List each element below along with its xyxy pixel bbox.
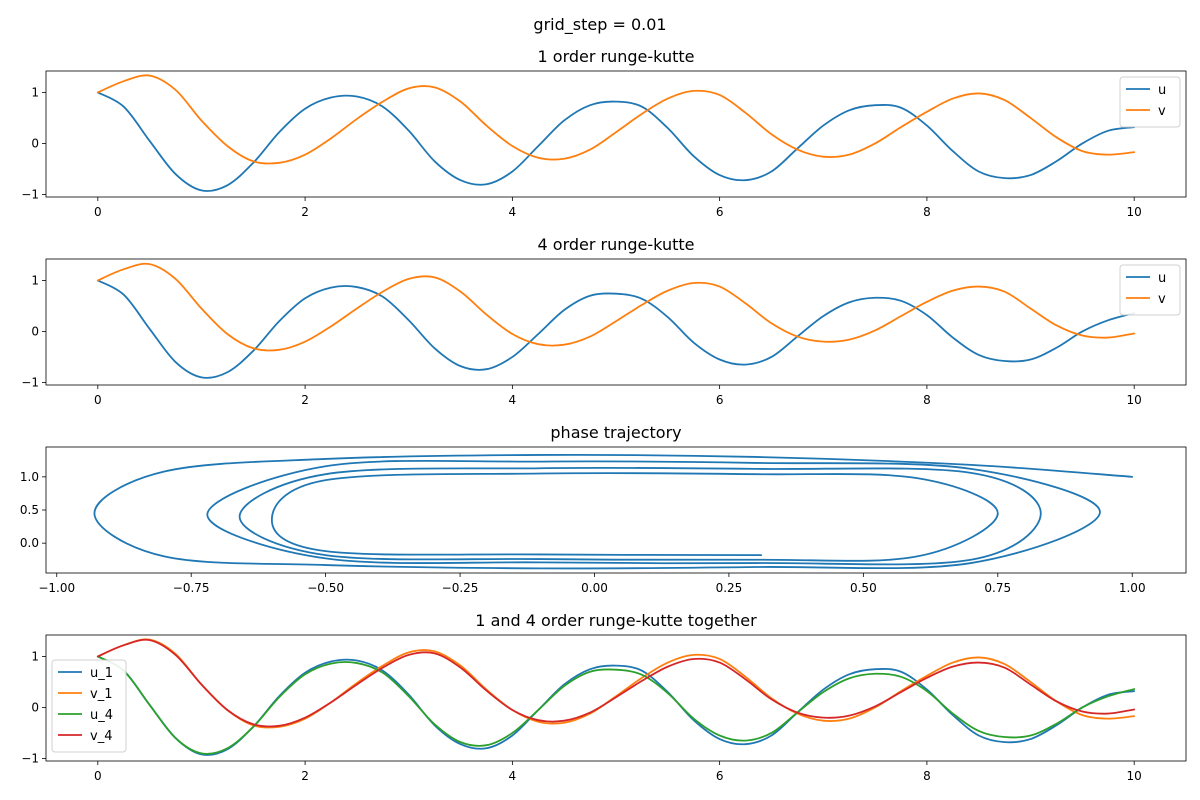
x-tick-label: 0.25 [716, 581, 743, 595]
x-tick-label: 10 [1127, 205, 1142, 219]
series-line-u_1 [96, 655, 1136, 756]
x-tick-label: 0 [94, 393, 102, 407]
x-tick-label: 0.50 [850, 581, 877, 595]
x-tick-label: −1.00 [38, 581, 75, 595]
x-tick-label: −0.25 [442, 581, 479, 595]
x-tick-label: 6 [716, 205, 724, 219]
x-tick-label: −0.50 [307, 581, 344, 595]
series-group [96, 74, 1136, 192]
x-tick-label: 6 [716, 769, 724, 783]
legend: u_1 v_1 u_4 v_4 [51, 659, 127, 753]
subplot-title: 1 and 4 order runge-kutte together [475, 611, 757, 630]
x-tick-label: 2 [301, 769, 309, 783]
legend: uv [1119, 264, 1181, 316]
x-tick-label: 0 [94, 205, 102, 219]
x-tick-label: 2 [301, 393, 309, 407]
legend-box [1119, 264, 1181, 316]
y-tick-label: 0 [31, 324, 39, 338]
x-tick-label: −0.75 [173, 581, 210, 595]
series-line-v [96, 74, 1136, 165]
legend-label: u_1 [90, 666, 113, 681]
y-tick-label: 0.0 [20, 536, 39, 550]
subplot-title: phase trajectory [550, 423, 681, 442]
series-line-u [96, 91, 1136, 192]
figure-suptitle: grid_step = 0.01 [533, 15, 666, 35]
x-tick-label: 2 [301, 205, 309, 219]
legend-label: v_4 [90, 729, 112, 744]
y-tick-label: 1 [31, 273, 39, 287]
x-tick-label: 4 [509, 205, 517, 219]
y-tick-label: 0 [31, 136, 39, 150]
series-line-u_4 [96, 655, 1136, 755]
legend-label: u_4 [90, 708, 113, 723]
axes-frame [45, 258, 1187, 386]
series-line-v_4 [96, 638, 1136, 728]
axes-frame [45, 70, 1187, 198]
x-tick-label: 0.00 [581, 581, 608, 595]
series-line-v [96, 262, 1136, 352]
y-tick-label: −1 [21, 375, 39, 389]
y-tick-label: −1 [21, 751, 39, 765]
subplot-title: 1 order runge-kutte [538, 47, 695, 66]
x-tick-label: 10 [1127, 769, 1142, 783]
y-tick-label: 1.0 [20, 470, 39, 484]
x-tick-label: 10 [1127, 393, 1142, 407]
y-tick-label: 0.5 [20, 503, 39, 517]
legend: uv [1119, 76, 1181, 128]
legend-label: u [1158, 271, 1166, 286]
axes-frame [45, 634, 1187, 762]
x-tick-label: 1.00 [1119, 581, 1146, 595]
legend-label: v [1158, 292, 1166, 307]
x-tick-label: 8 [923, 769, 931, 783]
subplot-4: 1 and 4 order runge-kutte together 0 2 4 6 8 1… [21, 611, 1187, 783]
y-tick-label: −1 [21, 187, 39, 201]
subplot-3: phase trajectory−1.00 −0.75 −0.50 −0.25 0.00… [20, 423, 1187, 595]
legend-label: u [1158, 83, 1166, 98]
subplot-title: 4 order runge-kutte [538, 235, 695, 254]
legend-label: v_1 [90, 687, 112, 702]
x-tick-label: 8 [923, 393, 931, 407]
legend-box [1119, 76, 1181, 128]
x-tick-label: 0.75 [984, 581, 1011, 595]
series-group [96, 262, 1136, 379]
series-group [93, 453, 1134, 570]
y-tick-label: 1 [31, 85, 39, 99]
x-tick-label: 8 [923, 205, 931, 219]
legend-label: v [1158, 104, 1166, 119]
series-group [96, 638, 1136, 756]
series-line-trajectory [93, 453, 1134, 570]
y-tick-label: 0 [31, 700, 39, 714]
subplot-1: 1 order runge-kutte 0 2 4 6 8 10 −1 0 1 uv [21, 47, 1187, 219]
x-tick-label: 4 [509, 393, 517, 407]
subplot-2: 4 order runge-kutte 0 2 4 6 8 10 −1 0 1 uv [21, 235, 1187, 407]
x-tick-label: 0 [94, 769, 102, 783]
series-line-u [96, 279, 1136, 379]
x-tick-label: 6 [716, 393, 724, 407]
legend-box [51, 659, 127, 753]
y-tick-label: 1 [31, 649, 39, 663]
series-line-v_1 [96, 638, 1136, 729]
x-tick-label: 4 [509, 769, 517, 783]
